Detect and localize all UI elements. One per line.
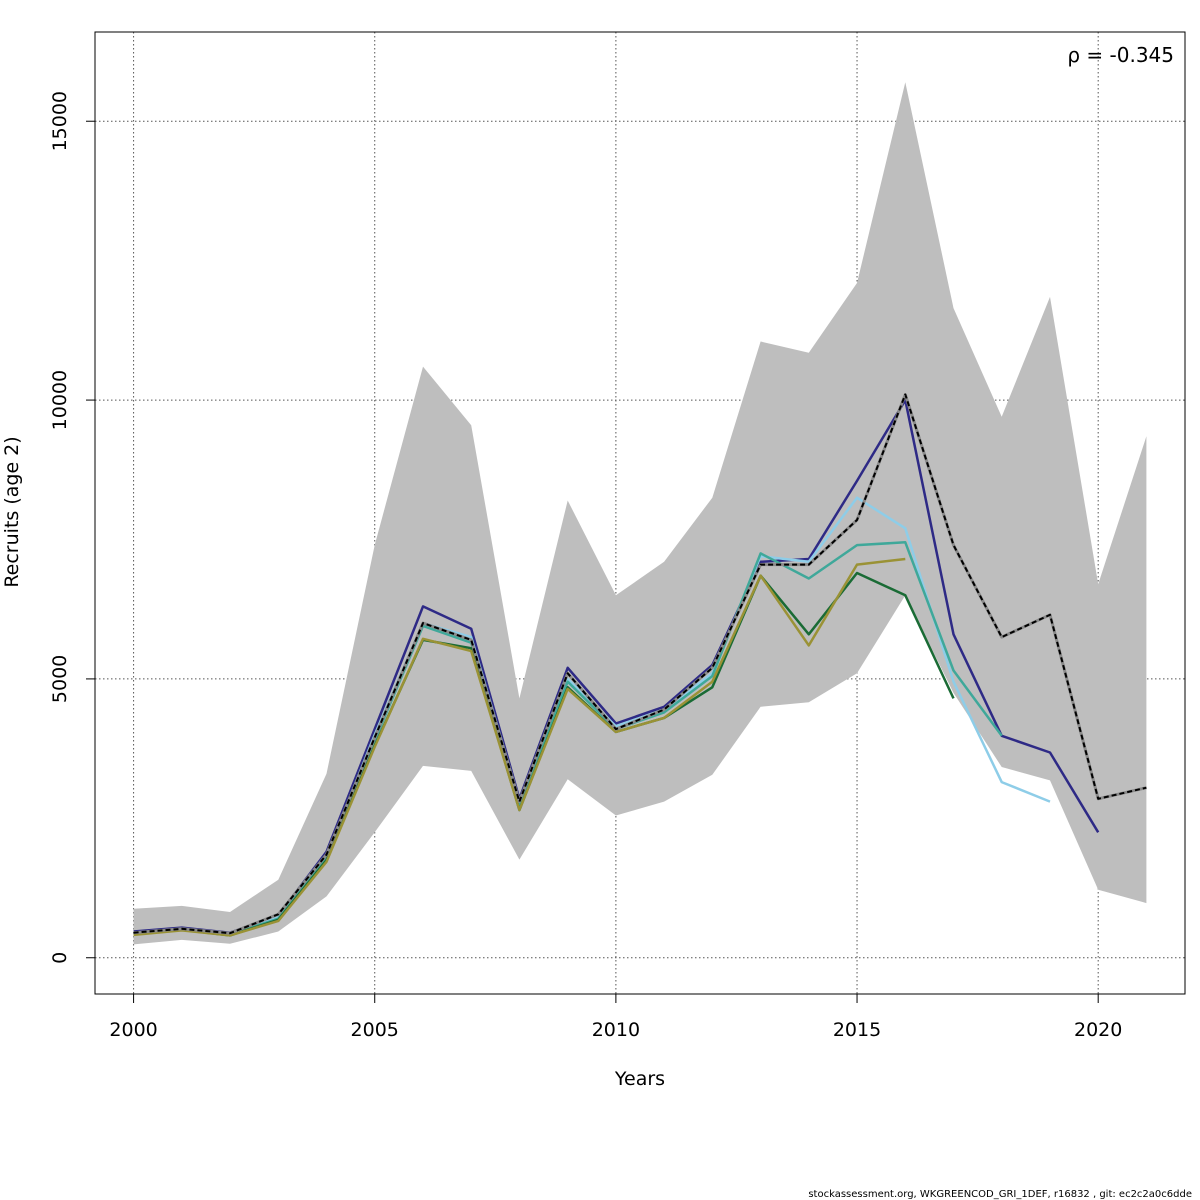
plot-frame (94, 31, 1186, 995)
x-tick-label: 2000 (109, 1019, 157, 1041)
confidence-band-layer (133, 82, 1147, 945)
x-tick-label: 2005 (351, 1019, 399, 1041)
rho-annotation: ρ = -0.345 (1067, 43, 1174, 67)
y-tick-label: 10000 (49, 370, 71, 430)
confidence-band (133, 82, 1147, 945)
x-tick-label: 2020 (1074, 1019, 1122, 1041)
y-tick-label: 0 (49, 952, 71, 964)
x-axis-label: Years (614, 1068, 665, 1090)
axes-layer: 2000 2005 2010 2015 2020 0 5000 10000 15000 (49, 91, 1122, 1041)
footer-credit: stockassessment.org, WKGREENCOD_GRI_1DEF… (808, 1189, 1192, 1200)
series-line (133, 557, 906, 937)
y-tick-label: 5000 (49, 655, 71, 703)
x-tick-label: 2015 (833, 1019, 881, 1041)
y-tick-label: 15000 (49, 91, 71, 151)
series-lines-layer (133, 393, 1147, 937)
series-line (133, 393, 1147, 935)
x-tick-label: 2010 (592, 1019, 640, 1041)
y-axis-label: Recruits (age 2) (1, 436, 23, 587)
